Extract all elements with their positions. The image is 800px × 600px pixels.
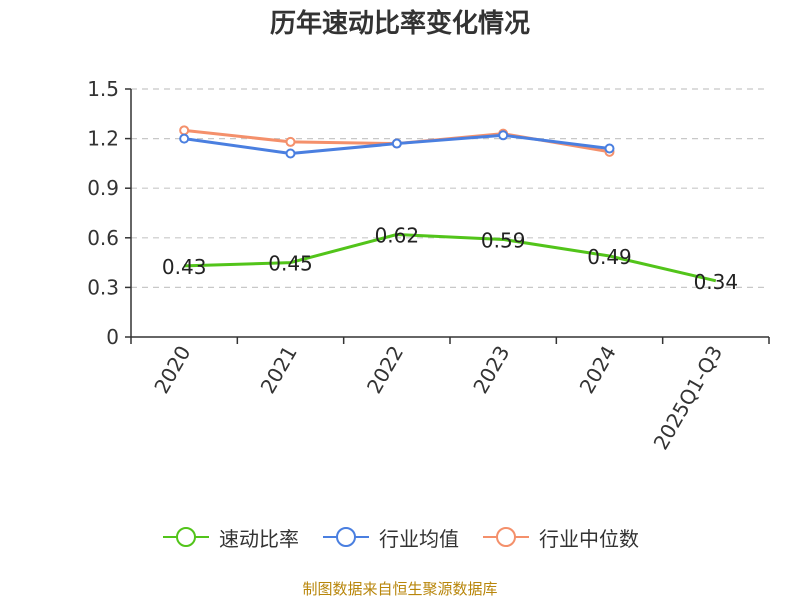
point-industry-mean-2020	[179, 133, 190, 144]
data-label-quick-ratio-2024: 0.49	[587, 245, 632, 269]
source-note: 制图数据来自恒生聚源数据库	[302, 580, 498, 598]
y-tick-label-1.2: 1.2	[87, 127, 119, 151]
series-lines	[179, 125, 717, 283]
grid-lines	[131, 88, 767, 288]
y-tick-label-0.9: 0.9	[87, 176, 119, 200]
legend-swatch-industry-mean	[323, 527, 369, 547]
point-industry-mean-2021	[285, 148, 296, 159]
y-tick-label-1.5: 1.5	[87, 77, 119, 101]
y-tick-label-0.6: 0.6	[87, 226, 119, 250]
x-tick-label-2025Q1-Q3: 2025Q1-Q3	[648, 342, 727, 454]
chart-title: 历年速动比率变化情况	[269, 9, 530, 39]
legend-item-quick-ratio[interactable]: 速动比率	[161, 523, 299, 552]
legend-item-industry-median[interactable]: 行业中位数	[481, 523, 639, 552]
point-industry-mean-2022	[391, 138, 402, 149]
data-labels: 0.43 0.45 0.62 0.59 0.49 0.34	[162, 223, 738, 293]
x-tick-label-2021: 2021	[256, 342, 302, 398]
legend-swatch-quick-ratio	[163, 527, 209, 547]
data-label-quick-ratio-2022: 0.62	[375, 223, 420, 247]
data-label-quick-ratio-2020: 0.43	[162, 255, 207, 279]
x-tick-label-2023: 2023	[468, 341, 514, 397]
data-label-quick-ratio-2021: 0.45	[268, 252, 313, 276]
legend-label-industry-median: 行业中位数	[539, 526, 639, 551]
x-tick-label-2024: 2024	[575, 342, 621, 398]
legend-label-quick-ratio: 速动比率	[219, 526, 299, 551]
point-industry-mean-2023	[498, 130, 509, 141]
x-tick-label-2020: 2020	[149, 342, 195, 398]
x-tick-label-2022: 2022	[362, 342, 408, 398]
data-label-quick-ratio-2023: 0.59	[481, 228, 526, 252]
y-tick-label-0: 0	[106, 325, 119, 349]
legend: 速动比率 行业均值 行业中位数	[0, 520, 800, 554]
point-industry-mean-2024	[604, 143, 615, 154]
series-line-quick-ratio	[184, 232, 717, 283]
point-industry-median-2020	[179, 125, 190, 136]
y-tick-label-0.3: 0.3	[87, 275, 119, 299]
point-industry-median-2021	[285, 136, 296, 147]
legend-label-industry-mean: 行业均值	[379, 526, 459, 551]
legend-swatch-industry-median	[483, 527, 529, 547]
legend-item-industry-mean[interactable]: 行业均值	[321, 523, 459, 552]
data-label-quick-ratio-2025Q1-Q3: 0.34	[694, 270, 739, 294]
